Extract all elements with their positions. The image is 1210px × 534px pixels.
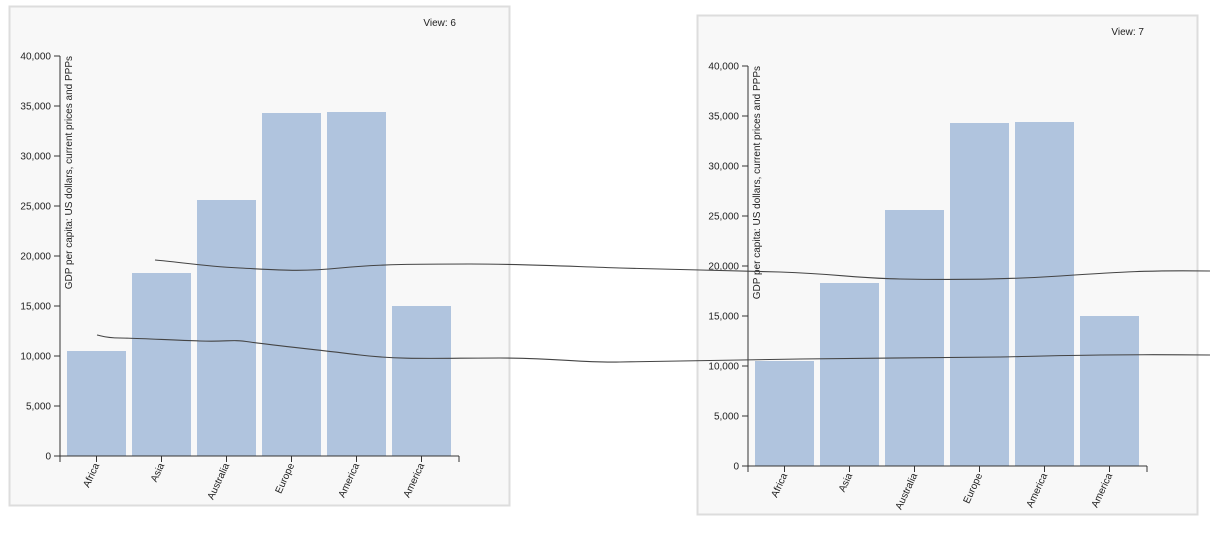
y-tick-label: 0 [733,462,739,473]
bar-asia [820,283,879,466]
y-tick-label: 5,000 [26,402,51,413]
bar-africa [755,361,814,466]
bar-asia [132,273,191,456]
y-tick-label: 20,000 [20,252,51,263]
y-tick-label: 10,000 [708,362,739,373]
view-label: View: 7 [1111,27,1144,38]
bar-america [392,306,451,456]
y-tick-label: 40,000 [708,62,739,73]
chart-panel-7: View: 7 0 5,000 10,000 15,000 20,000 25,000 30,… [696,14,1199,516]
y-tick-label: 40,000 [20,52,51,63]
y-tick-label: 25,000 [20,202,51,213]
bar-australia [885,210,944,466]
bar-europe [950,123,1009,466]
y-tick-label: 15,000 [708,312,739,323]
y-tick-label: 0 [45,452,51,463]
y-tick-label: 35,000 [20,102,51,113]
annotation-stroke [154,259,1210,281]
bar-america [1015,122,1074,466]
view-label: View: 6 [423,18,456,29]
bar-australia [197,200,256,456]
y-tick-label: 30,000 [20,152,51,163]
bar-america [1080,316,1139,466]
annotation-stroke [96,334,1210,363]
chart-panel-6: View: 6 0 5,000 10,000 15,000 20,000 25,000 30,… [8,5,511,507]
y-tick-label: 35,000 [708,112,739,123]
y-tick-label: 10,000 [20,352,51,363]
bar-africa [67,351,126,456]
bar-europe [262,113,321,456]
y-tick-label: 25,000 [708,212,739,223]
y-tick-label: 15,000 [20,302,51,313]
y-tick-label: 30,000 [708,162,739,173]
y-tick-label: 5,000 [714,412,739,423]
y-axis-label: GDP per capita: US dollars, current pric… [64,56,75,289]
y-axis-label: GDP per capita: US dollars, current pric… [752,66,763,299]
y-tick-label: 20,000 [708,262,739,273]
bar-america [327,112,386,456]
